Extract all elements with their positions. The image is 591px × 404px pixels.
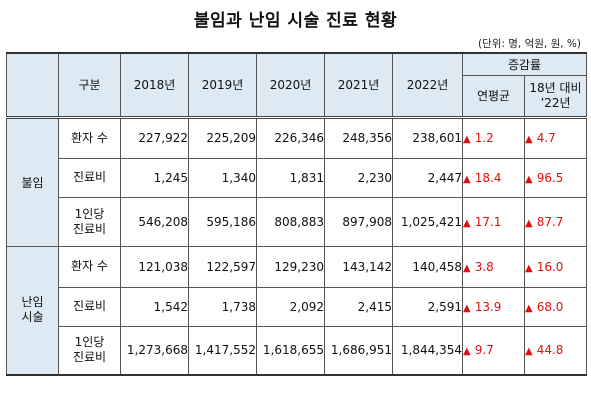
cell-value: 1,340 — [188, 157, 257, 198]
cell-value: 121,038 — [120, 245, 189, 288]
increase-arrow-icon: ▲ — [525, 173, 533, 185]
increase-arrow-icon: ▲ — [463, 262, 471, 274]
growth-vs18-cell: ▲ 96.5 — [524, 157, 587, 198]
cell-value: 129,230 — [256, 245, 325, 288]
cell-value: 546,208 — [120, 196, 189, 247]
table-row: 진료비 1,542 1,738 2,092 2,415 2,591 ▲ 13.9 … — [7, 286, 587, 327]
increase-arrow-icon: ▲ — [463, 173, 471, 185]
cell-value: 1,844,354 — [392, 325, 463, 376]
table-row: 불임 환자 수 227,922 225,209 226,346 248,356 … — [6, 115, 587, 247]
header-year-2020: 2020년 — [256, 52, 325, 118]
growth-avg-cell: ▲ 18.4 — [462, 157, 525, 198]
cell-value: 2,447 — [392, 157, 463, 198]
section-label-fertility-treatment: 난임 시술 — [6, 245, 59, 376]
cell-value: 2,230 — [324, 157, 393, 198]
table-row: 1인당 진료비 1,273,668 1,417,552 1,618,655 1,6… — [7, 325, 587, 376]
header-blank — [6, 52, 59, 118]
row-item: 환자 수 — [58, 245, 121, 288]
cell-value: 2,415 — [324, 286, 393, 327]
growth-vs18-cell: ▲ 44.8 — [524, 325, 587, 376]
cell-value: 225,209 — [188, 115, 257, 159]
increase-arrow-icon: ▲ — [525, 302, 533, 314]
cell-value: 227,922 — [120, 115, 189, 159]
cell-value: 1,618,655 — [256, 325, 325, 376]
cell-value: 1,025,421 — [392, 196, 463, 247]
cell-value: 1,245 — [120, 157, 189, 198]
header-growth: 증감률 — [462, 52, 587, 76]
growth-avg-cell: ▲ 1.2 — [462, 115, 525, 159]
table-row: 진료비 1,245 1,340 1,831 2,230 2,447 ▲ 18.4 … — [7, 157, 587, 198]
row-item: 1인당 진료비 — [58, 325, 121, 376]
cell-value: 122,597 — [188, 245, 257, 288]
cell-value: 238,601 — [392, 115, 463, 159]
increase-arrow-icon: ▲ — [463, 134, 471, 145]
cell-value: 143,142 — [324, 245, 393, 288]
growth-avg-cell: ▲ 3.8 — [462, 245, 525, 288]
cell-value: 248,356 — [324, 115, 393, 159]
header-growth-vs18: 18년 대비 ’22년 — [524, 74, 587, 118]
page-title: 불임과 난임 시술 진료 현황 — [193, 11, 398, 31]
cell-value: 1,686,951 — [324, 325, 393, 376]
table-row: 난임 시술 환자 수 121,038 122,597 129,230 143,14… — [6, 245, 587, 376]
growth-avg-cell: ▲ 17.1 — [462, 196, 525, 247]
header-year-2018: 2018년 — [120, 52, 189, 118]
cell-value: 2,591 — [392, 286, 463, 327]
growth-vs18-cell: ▲ 16.0 — [524, 245, 587, 288]
header-year-2019: 2019년 — [188, 52, 257, 118]
growth-vs18-cell: ▲ 68.0 — [524, 286, 587, 327]
cell-value: 808,883 — [256, 196, 325, 247]
statistics-table: 구분 2018년 2019년 2020년 2021년 2022년 증감률 연평균… — [6, 52, 587, 376]
table-row: 1인당 진료비 546,208 595,186 808,883 897,908 1… — [7, 196, 587, 247]
increase-arrow-icon: ▲ — [463, 217, 471, 229]
header-year-2022: 2022년 — [392, 52, 463, 118]
section-label-infertility: 불임 — [6, 115, 59, 247]
growth-vs18-cell: ▲ 87.7 — [524, 196, 587, 247]
cell-value: 1,273,668 — [120, 325, 189, 376]
header-growth-avg: 연평균 — [462, 74, 525, 118]
increase-arrow-icon: ▲ — [463, 346, 471, 358]
increase-arrow-icon: ▲ — [525, 262, 533, 274]
row-item: 진료비 — [58, 286, 121, 327]
increase-arrow-icon: ▲ — [525, 346, 533, 358]
unit-note: (단위: 명, 억원, 원, %) — [477, 38, 581, 50]
increase-arrow-icon: ▲ — [525, 217, 533, 229]
cell-value: 1,738 — [188, 286, 257, 327]
cell-value: 140,458 — [392, 245, 463, 288]
cell-value: 897,908 — [324, 196, 393, 247]
growth-vs18-cell: ▲ 4.7 — [524, 115, 587, 159]
row-item: 1인당 진료비 — [58, 196, 121, 247]
growth-avg-cell: ▲ 9.7 — [462, 325, 525, 376]
cell-value: 595,186 — [188, 196, 257, 247]
row-item: 진료비 — [58, 157, 121, 198]
growth-avg-cell: ▲ 13.9 — [462, 286, 525, 327]
row-item: 환자 수 — [58, 115, 121, 159]
header-category: 구분 — [58, 52, 121, 118]
header-year-2021: 2021년 — [324, 52, 393, 118]
cell-value: 1,417,552 — [188, 325, 257, 376]
cell-value: 1,831 — [256, 157, 325, 198]
cell-value: 1,542 — [120, 286, 189, 327]
increase-arrow-icon: ▲ — [463, 302, 471, 314]
cell-value: 226,346 — [256, 115, 325, 159]
cell-value: 2,092 — [256, 286, 325, 327]
increase-arrow-icon: ▲ — [525, 134, 533, 145]
